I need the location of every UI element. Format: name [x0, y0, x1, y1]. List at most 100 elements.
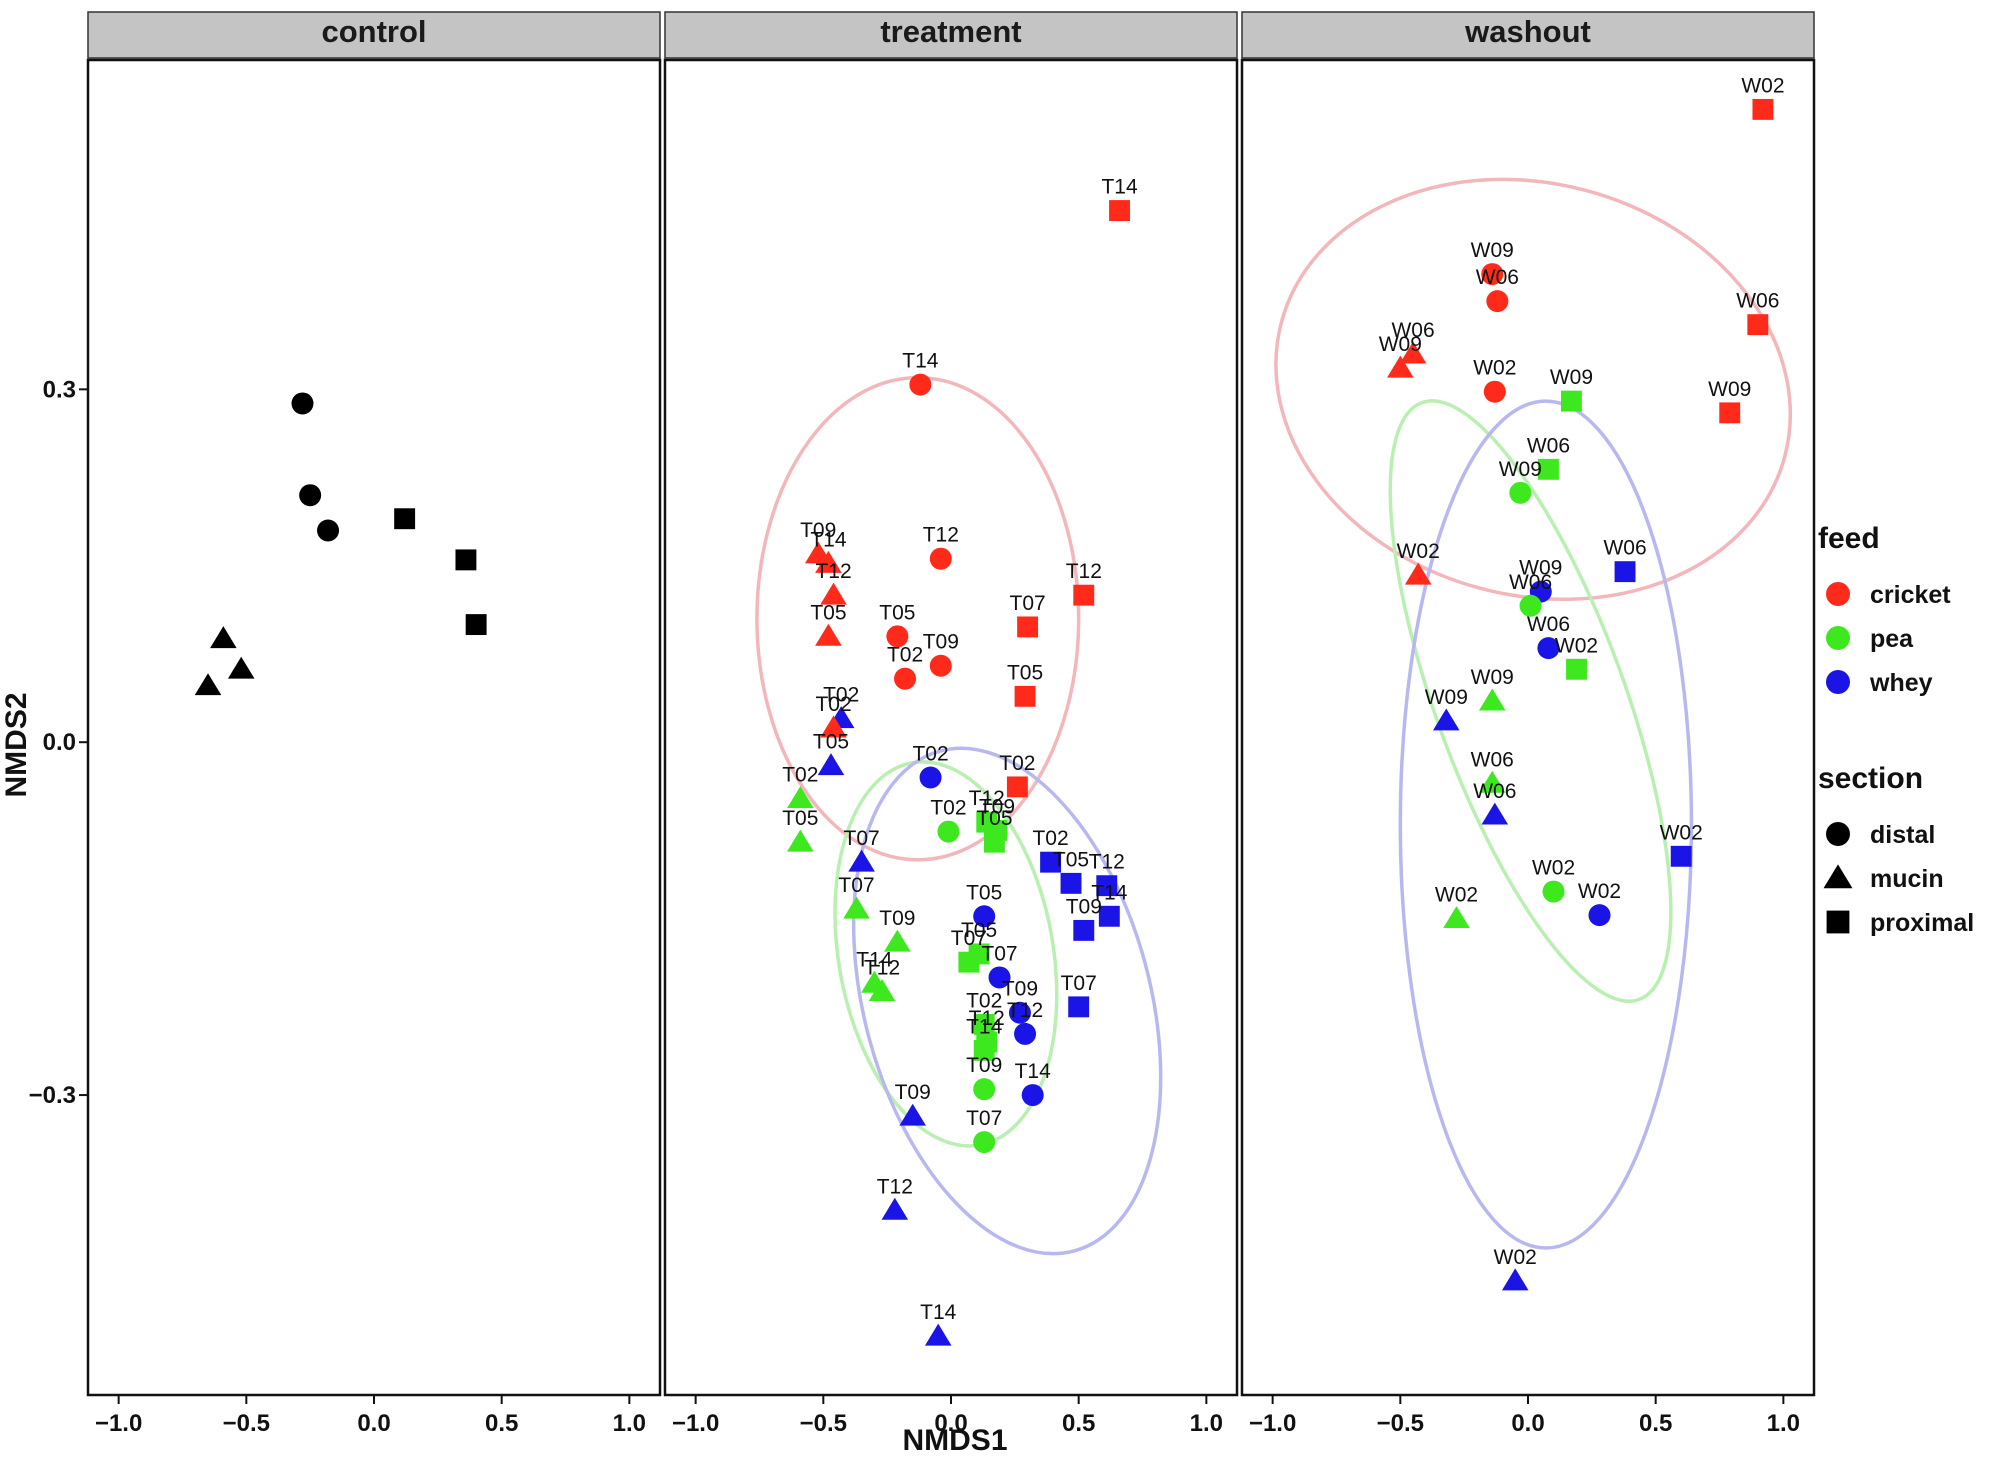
x-tick-label: −0.5	[800, 1410, 847, 1437]
point-cricket-distal	[1481, 263, 1504, 286]
point-label: T12	[923, 524, 959, 547]
legend-key-pea	[1826, 626, 1850, 650]
point-label: T02	[930, 797, 966, 820]
point-label: T07	[966, 1107, 1002, 1130]
point-label: T05	[782, 807, 818, 830]
x-tick-label: 1.0	[613, 1410, 646, 1437]
legend-label-proximal: proximal	[1870, 909, 1974, 937]
panel-washout: washout−1.0 −0.5 0.0 0.5 1.0W02W09W06W06W06W…	[1240, 11, 1816, 1437]
point-pea-mucin	[1478, 770, 1506, 793]
ellipse-whey	[851, 746, 1163, 1256]
panels-layer: control −1.0 −0.5 0.0 0.5 1.0 0.3 0.0 −0.3 treatm…	[29, 11, 1816, 1437]
point-label: W06	[1736, 290, 1779, 313]
point-whey-distal	[1014, 1022, 1037, 1045]
point-label: T12	[815, 560, 851, 583]
point-label: T14	[902, 350, 939, 373]
strip-title-treatment: treatment	[880, 14, 1021, 49]
point-label: T05	[966, 881, 1002, 904]
point-pea-proximal	[1537, 458, 1559, 480]
x-tick-label: −0.5	[223, 1410, 270, 1437]
point-pea-mucin	[787, 829, 814, 852]
point-whey-distal	[988, 966, 1011, 989]
point-cricket-mucin	[815, 623, 842, 646]
point-cricket-distal	[1486, 290, 1509, 313]
point-whey-mucin	[1481, 802, 1509, 825]
point-label: T05	[1053, 848, 1089, 871]
point-label: W09	[1471, 666, 1514, 689]
legend-feed-title: feed	[1818, 522, 1880, 555]
point-label: T05	[810, 601, 846, 624]
point-label: T02	[912, 742, 948, 765]
legend-key-proximal	[1826, 910, 1850, 934]
point-label: T05	[1007, 661, 1043, 684]
point-label: W09	[1519, 557, 1562, 580]
point-label: T02	[887, 644, 923, 667]
point-cricket-distal	[1483, 380, 1506, 403]
point-label: T14	[1091, 881, 1128, 904]
point-label: W06	[1391, 319, 1434, 342]
point-label: W06	[1527, 434, 1570, 457]
point-whey-mucin	[848, 849, 875, 872]
point-pea-mucin	[884, 929, 911, 952]
panel-control: control −1.0 −0.5 0.0 0.5 1.0 0.3 0.0 −0.3	[29, 11, 662, 1437]
point-label: T02	[823, 684, 859, 707]
point-cricket-mucin	[1399, 341, 1427, 364]
point-label: T02	[815, 693, 851, 716]
strip-washout	[1241, 11, 1815, 59]
x-axis-title: NMDS1	[902, 1424, 1007, 1457]
point-pea-mucin	[1478, 688, 1506, 711]
point-label: T12	[1089, 851, 1125, 874]
point-label: W02	[1397, 540, 1440, 563]
point-whey-mucin	[881, 1197, 909, 1220]
point-pea-proximal	[1566, 658, 1587, 680]
point-cricket-mucin	[815, 550, 842, 573]
x-tick-label: −0.5	[1377, 1410, 1424, 1437]
point-whey-proximal	[1068, 996, 1090, 1018]
point-whey-proximal	[1096, 875, 1118, 897]
point-cricket-distal	[894, 667, 917, 690]
point-label: T05	[879, 601, 915, 624]
point-whey-distal	[1588, 904, 1611, 927]
strip-control	[87, 11, 661, 59]
strip-title-washout: washout	[1464, 14, 1591, 49]
point-whey-distal	[919, 766, 942, 789]
point-label: W02	[1435, 884, 1478, 907]
x-tick-label: 0.0	[357, 1410, 390, 1437]
ellipse-cricket	[1274, 177, 1793, 602]
legend-key-mucin	[1823, 864, 1853, 889]
legend-label-mucin: mucin	[1870, 865, 1944, 893]
point-whey-proximal	[1670, 845, 1692, 867]
y-tick-label: 0.3	[43, 376, 76, 403]
point-control-proximal	[465, 614, 487, 636]
point-cricket-distal	[929, 547, 952, 570]
point-pea-distal	[1509, 481, 1532, 504]
point-pea-proximal	[973, 1039, 995, 1061]
point-whey-proximal	[1098, 905, 1120, 927]
point-label: T09	[800, 519, 836, 542]
point-pea-distal	[973, 1078, 996, 1101]
plot-area-control	[86, 58, 662, 1397]
point-cricket-proximal	[1073, 584, 1095, 606]
point-label: T07	[1061, 972, 1097, 995]
point-label: W09	[1379, 333, 1422, 356]
point-whey-proximal	[1073, 919, 1095, 941]
point-label: W06	[1527, 613, 1570, 636]
y-tick-label: −0.3	[29, 1082, 76, 1109]
point-control-mucin	[227, 656, 255, 679]
point-whey-mucin	[1433, 708, 1460, 731]
point-label: T09	[966, 1054, 1002, 1077]
point-cricket-mucin	[820, 582, 847, 605]
point-whey-distal	[1021, 1084, 1044, 1107]
point-label: W09	[1708, 378, 1751, 401]
ellipse-whey	[1398, 399, 1694, 1250]
point-label: T12	[969, 787, 1005, 810]
point-whey-mucin	[817, 753, 845, 776]
point-label: T14	[1015, 1060, 1052, 1083]
point-cricket-distal	[886, 625, 909, 648]
point-label: T09	[979, 795, 1015, 818]
legend-label-cricket: cricket	[1870, 581, 1951, 609]
point-label: W09	[1425, 686, 1468, 709]
point-label: T07	[951, 927, 987, 950]
point-label: T02	[1032, 827, 1068, 850]
